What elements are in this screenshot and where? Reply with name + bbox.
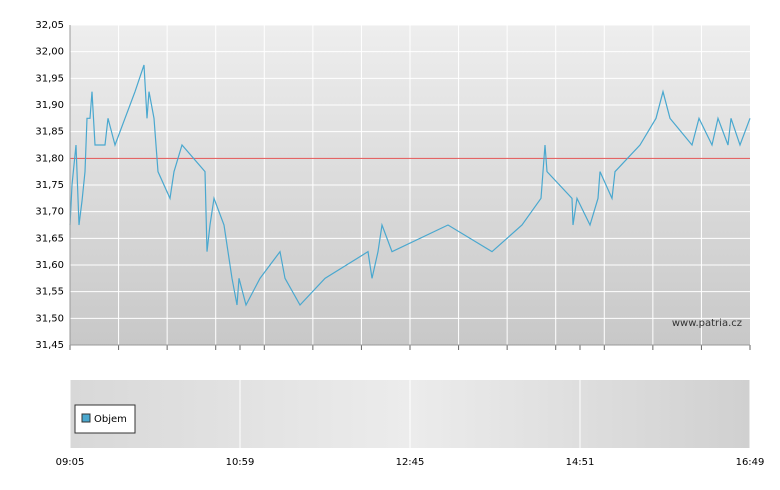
y-tick-label: 32,05 [35, 20, 64, 31]
price-line [69, 64, 751, 307]
y-tick-label: 31,65 [35, 233, 64, 244]
y-tick-label: 31,60 [35, 260, 64, 271]
x-tick-label: 10:59 [226, 457, 255, 468]
x-tick-label: 09:05 [56, 457, 85, 468]
x-tick-label: 16:49 [736, 457, 765, 468]
y-tick-label: 31,75 [35, 180, 64, 191]
legend-swatch [81, 413, 91, 423]
x-tick-label: 14:51 [566, 457, 595, 468]
y-tick-label: 31,55 [35, 287, 64, 298]
y-tick-label: 31,80 [35, 153, 64, 164]
y-tick-label: 31,95 [35, 73, 64, 84]
y-tick-label: 31,90 [35, 100, 64, 111]
legend-label: Objem [94, 414, 127, 425]
y-tick-label: 31,85 [35, 127, 64, 138]
y-tick-label: 31,70 [35, 207, 64, 218]
y-tick-label: 31,45 [35, 340, 64, 351]
watermark: www.patria.cz [672, 318, 742, 329]
y-tick-label: 31,50 [35, 313, 64, 324]
x-tick-label: 12:45 [396, 457, 425, 468]
y-tick-label: 32,00 [35, 47, 64, 58]
